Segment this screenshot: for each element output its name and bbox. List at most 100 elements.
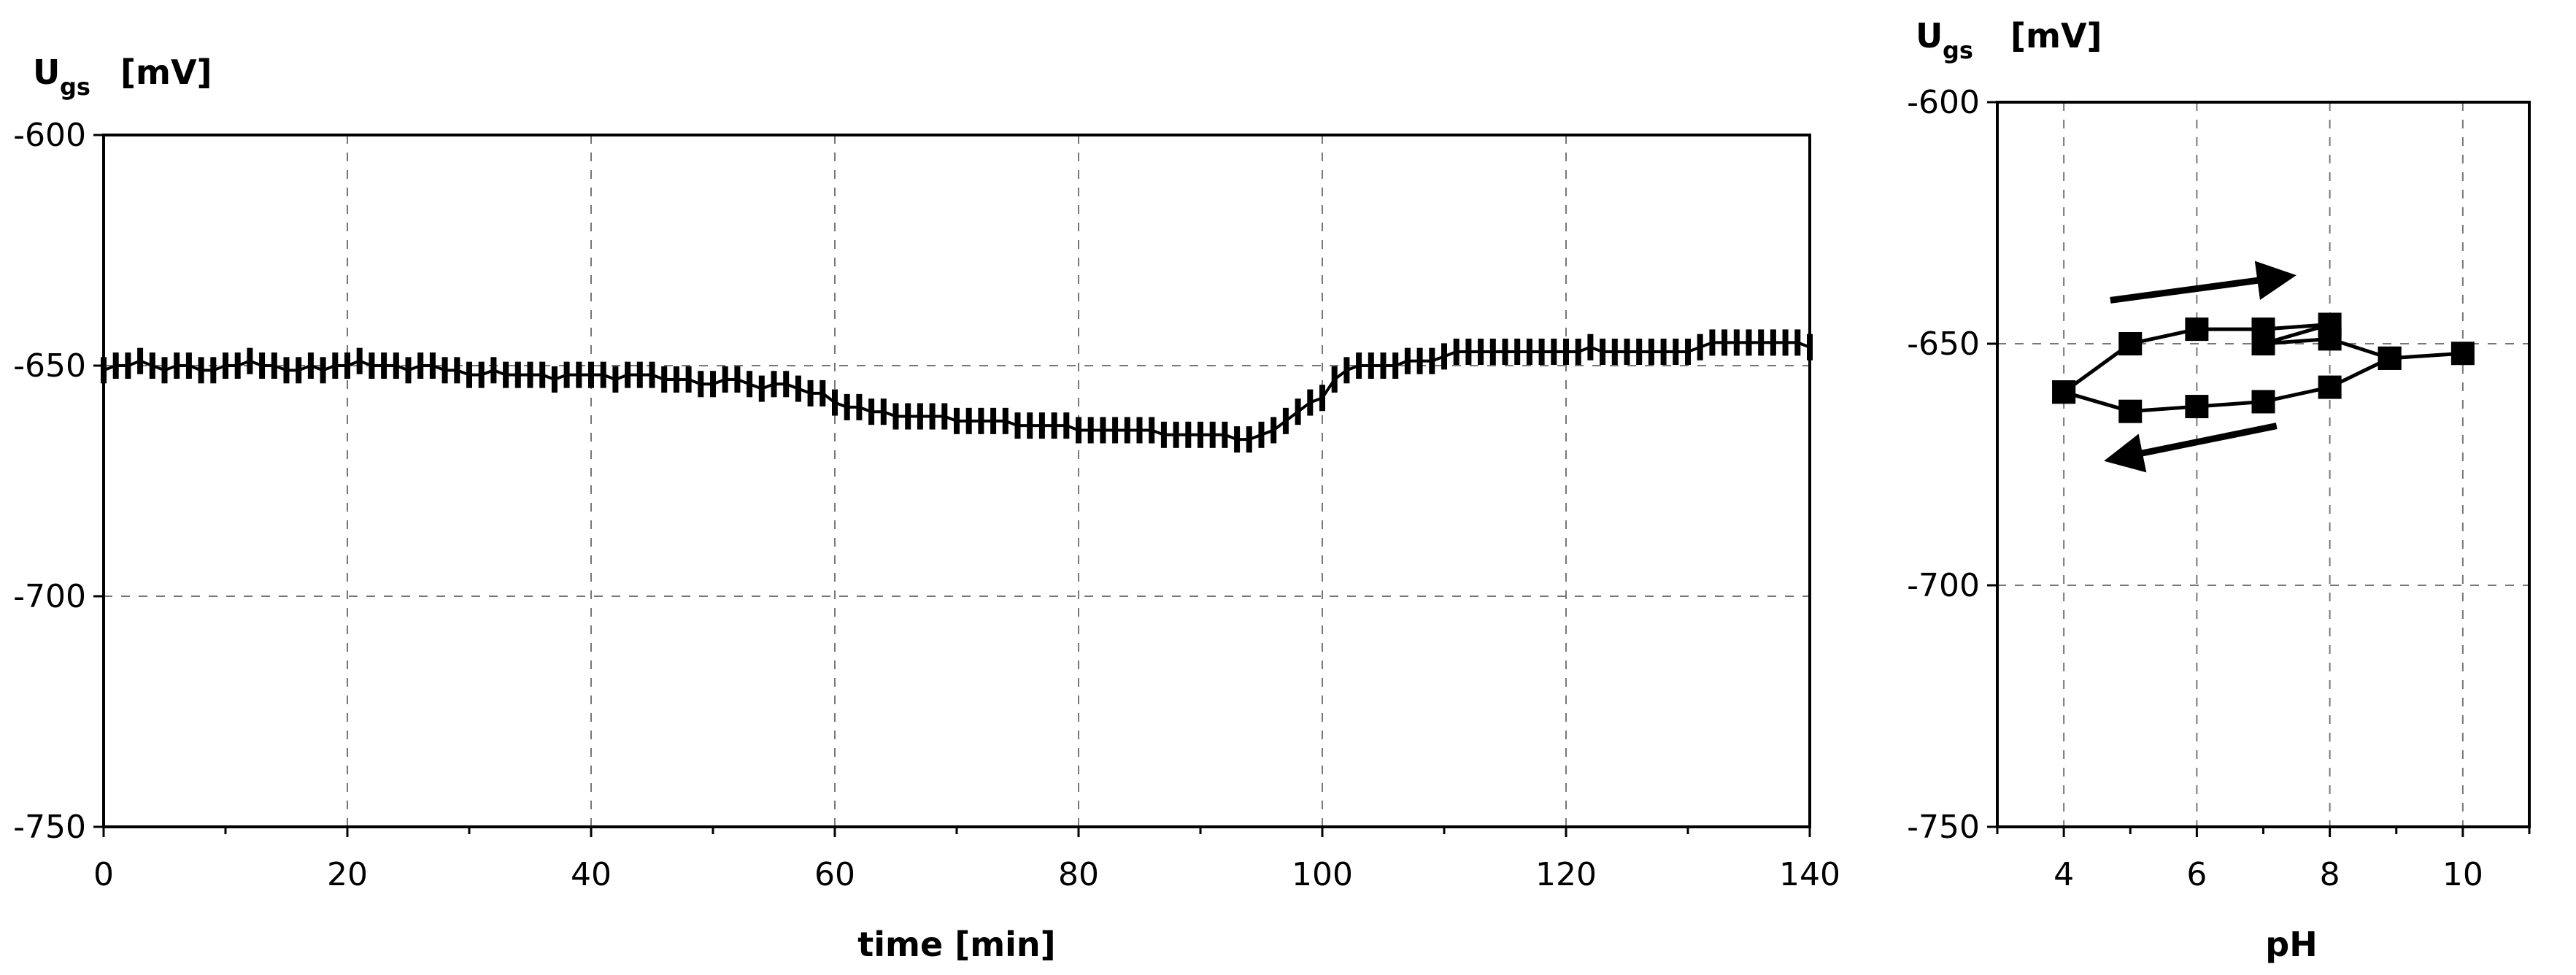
data-point: [1246, 426, 1252, 453]
y-tick-label: -650: [13, 347, 86, 385]
data-point: [1027, 412, 1033, 439]
data-point: [1222, 421, 1228, 448]
data-point: [210, 357, 217, 384]
data-point: [1124, 417, 1130, 444]
data-point: [1733, 329, 1740, 356]
data-point: [441, 357, 448, 384]
data-point: [101, 357, 107, 384]
data-point: [1600, 339, 1606, 366]
data-point: [1709, 329, 1716, 356]
data-point: [1331, 366, 1338, 393]
x-tick-label: 10: [2442, 856, 2483, 893]
data-point: [478, 361, 485, 388]
right-grid: [1997, 102, 2529, 827]
data-point: [771, 371, 777, 398]
data-point: [198, 357, 204, 384]
data-point: [1465, 339, 1472, 366]
data-point: [1038, 412, 1045, 439]
data-point: [514, 361, 521, 388]
data-point: [344, 352, 350, 379]
data-point: [807, 379, 814, 406]
data-point: [1209, 421, 1216, 448]
data-point: [917, 403, 923, 430]
left-ylabel-sub: gs: [60, 73, 90, 101]
direction-arrow: [2104, 423, 2278, 473]
data-point: [2318, 375, 2342, 399]
data-point: [1149, 417, 1155, 444]
data-point: [466, 361, 472, 388]
y-tick-label: -750: [1907, 809, 1980, 846]
data-point: [1270, 417, 1277, 444]
data-point: [393, 352, 399, 379]
data-point: [758, 375, 765, 402]
data-point: [2450, 342, 2475, 366]
x-tick-label: 0: [93, 856, 114, 893]
data-point: [283, 357, 290, 384]
data-point: [1368, 352, 1374, 379]
data-point: [2118, 332, 2143, 355]
data-point: [710, 371, 716, 398]
data-point: [259, 352, 266, 379]
data-point: [892, 403, 899, 430]
data-point: [1076, 417, 1081, 444]
data-point: [296, 357, 302, 384]
data-point: [112, 352, 119, 379]
data-point: [795, 375, 801, 402]
data-point: [625, 361, 631, 388]
data-point: [722, 366, 728, 393]
data-point: [429, 352, 436, 379]
data-point: [1429, 347, 1435, 374]
data-point: [1551, 339, 1557, 366]
data-point: [1478, 339, 1484, 366]
data-point: [1770, 329, 1776, 356]
y-tick-label: -750: [13, 809, 86, 846]
data-point: [856, 393, 863, 420]
data-point: [1234, 426, 1241, 453]
data-point: [223, 352, 228, 379]
data-point: [1624, 339, 1630, 366]
x-tick-label: 6: [2186, 856, 2207, 893]
data-point: [1087, 417, 1094, 444]
data-point: [2185, 317, 2209, 342]
data-point: [661, 366, 668, 393]
data-point: [1697, 334, 1703, 361]
left-ylabel-unit: [mV]: [120, 53, 212, 92]
data-point: [600, 361, 606, 388]
data-point: [1794, 329, 1801, 356]
right-ylabel-unit: [mV]: [2010, 16, 2102, 55]
left-series: [101, 329, 1813, 453]
data-point: [490, 357, 497, 384]
data-point: [320, 357, 326, 384]
data-point: [405, 357, 412, 384]
data-point: [1185, 421, 1192, 448]
data-point: [2118, 399, 2143, 423]
data-point: [551, 366, 558, 393]
y-tick-label: -600: [13, 117, 86, 154]
data-point: [2052, 380, 2076, 404]
data-point: [1404, 347, 1411, 374]
data-point: [1307, 389, 1314, 416]
data-point: [2251, 390, 2275, 414]
data-point: [1721, 329, 1728, 356]
x-tick-label: 60: [814, 856, 855, 893]
data-point: [1807, 334, 1813, 361]
data-point: [174, 352, 180, 379]
data-point: [1160, 421, 1167, 448]
data-point: [149, 352, 155, 379]
data-point: [1563, 339, 1569, 366]
x-tick-label: 100: [1292, 856, 1353, 893]
data-point: [965, 407, 972, 434]
data-point: [1356, 352, 1362, 379]
data-point: [271, 352, 277, 379]
data-point: [185, 352, 192, 379]
data-point: [1660, 339, 1667, 366]
data-point: [527, 361, 533, 388]
data-point: [1575, 339, 1581, 366]
data-point: [747, 371, 753, 398]
data-point: [247, 347, 253, 374]
data-point: [905, 403, 911, 430]
data-point: [1489, 339, 1496, 366]
right-ticks: -600 -650 -700 -750 4 6 8 10: [1907, 84, 2531, 893]
